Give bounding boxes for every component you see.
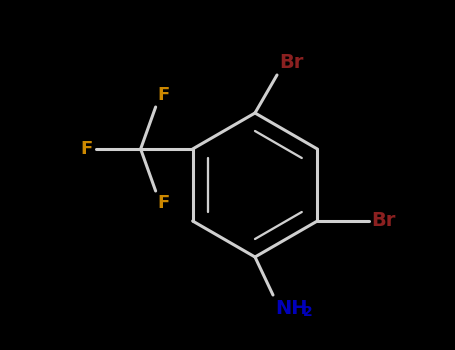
Text: F: F (157, 86, 170, 104)
Text: F: F (81, 140, 93, 158)
Text: NH: NH (275, 299, 308, 318)
Text: F: F (157, 194, 170, 212)
Text: 2: 2 (303, 305, 313, 319)
Text: Br: Br (279, 53, 303, 72)
Text: Br: Br (371, 211, 396, 231)
